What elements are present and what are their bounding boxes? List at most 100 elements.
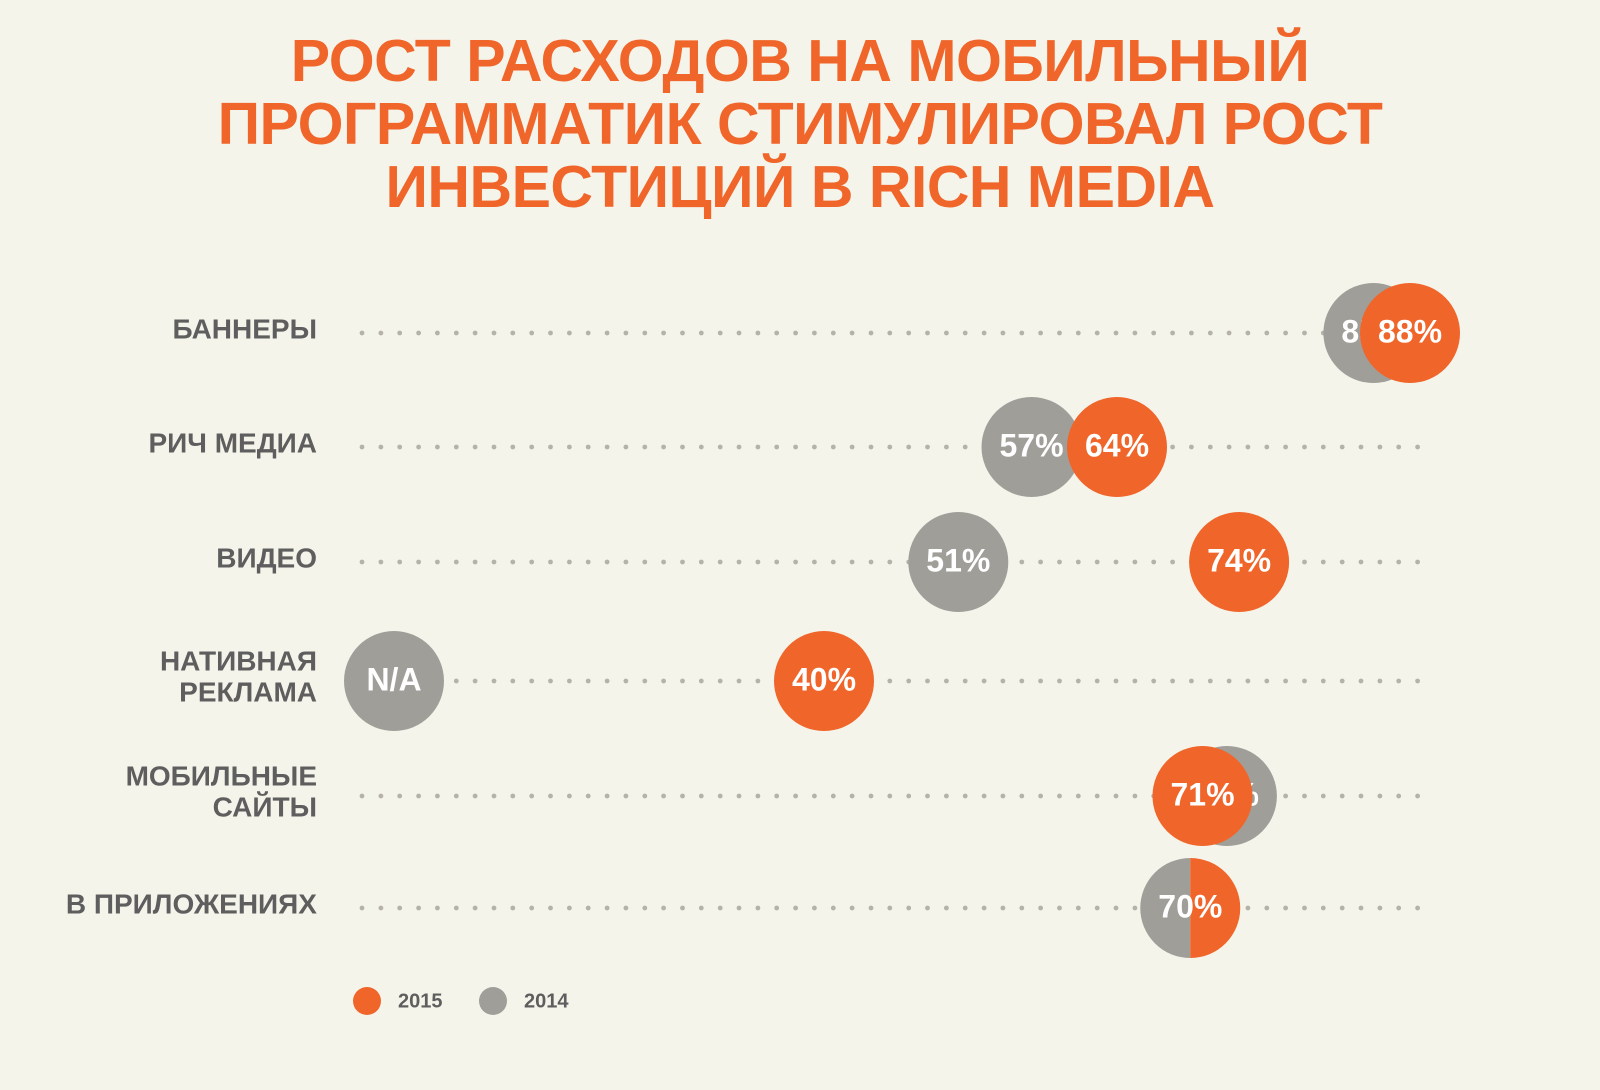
guide-dot	[491, 905, 497, 911]
guide-dot	[812, 559, 817, 565]
guide-dot	[435, 330, 440, 336]
guide-dot	[529, 444, 535, 450]
guide-dot	[1245, 678, 1251, 684]
guide-dot	[793, 793, 798, 799]
guide-dot	[378, 905, 384, 911]
guide-dot	[416, 905, 421, 911]
guide-dot	[397, 444, 403, 450]
guide-dot	[698, 678, 704, 684]
guide-dot	[1170, 678, 1175, 684]
guide-dot	[642, 559, 648, 565]
guide-dot	[1000, 793, 1006, 799]
guide-dot	[1151, 678, 1157, 684]
guide-dot	[1226, 444, 1232, 450]
guide-dot	[1245, 330, 1251, 336]
guide-dot	[962, 444, 968, 450]
chart-row: В ПРИЛОЖЕНИЯХ 70%	[66, 858, 1420, 958]
guide-dot	[1358, 444, 1364, 450]
guide-dot	[623, 793, 629, 799]
guide-dot	[906, 678, 912, 684]
guide-dot	[1377, 905, 1383, 911]
guide-dot	[397, 793, 403, 799]
chart-row: РИЧ МЕДИА 57% 64%	[148, 397, 1420, 497]
legend-2014-marker	[479, 987, 507, 1015]
guide-dot	[680, 559, 685, 565]
guide-dot	[1113, 905, 1119, 911]
guide-dot	[887, 793, 893, 799]
guide-dot	[378, 793, 384, 799]
guide-dot	[642, 793, 648, 799]
guide-dot	[1132, 793, 1138, 799]
guide-dot	[604, 793, 610, 799]
guide-dot	[1264, 444, 1270, 450]
guide-dot	[510, 559, 516, 565]
guide-dot	[944, 444, 949, 450]
series-2014-bubble	[1140, 858, 1191, 958]
guide-dot	[1264, 678, 1270, 684]
series-2015-value-label: 64%	[1085, 427, 1149, 463]
legend-2015-marker	[353, 987, 381, 1015]
series-2015-value-label: 88%	[1378, 313, 1442, 349]
guide-dot	[642, 678, 648, 684]
guide-dot	[453, 793, 459, 799]
series-2015-value-label: 74%	[1207, 542, 1271, 578]
guide-dot	[623, 330, 629, 336]
guide-dot	[435, 793, 440, 799]
guide-dot	[1264, 905, 1270, 911]
legend-2015-label: 2015	[398, 990, 443, 1012]
guide-dot	[1302, 905, 1307, 911]
guide-dot	[736, 444, 742, 450]
guide-dot	[1396, 444, 1402, 450]
guide-dot	[472, 905, 478, 911]
guide-dot	[585, 678, 591, 684]
guide-dot	[717, 559, 723, 565]
guide-dot	[962, 905, 968, 911]
guide-dot	[567, 793, 572, 799]
guide-dot	[1038, 559, 1043, 565]
guide-dot	[397, 330, 403, 336]
guide-dot	[567, 444, 572, 450]
guide-dot	[698, 444, 704, 450]
guide-dot	[944, 793, 949, 799]
guide-dot	[736, 330, 742, 336]
guide-dot	[1339, 793, 1345, 799]
guide-dot	[774, 559, 780, 565]
guide-dot	[812, 793, 817, 799]
guide-dot	[529, 905, 535, 911]
guide-dot	[1245, 444, 1251, 450]
guide-dot	[416, 559, 421, 565]
series-2015-value-label: 40%	[792, 661, 856, 697]
guide-dot	[435, 444, 440, 450]
guide-dot	[585, 330, 591, 336]
shared-value-label: 70%	[1158, 888, 1222, 924]
category-label: САЙТЫ	[213, 790, 317, 822]
guide-dot	[830, 905, 836, 911]
guide-dot	[1057, 559, 1062, 565]
guide-dot	[604, 330, 610, 336]
guide-dot	[1075, 793, 1081, 799]
category-label: МОБИЛЬНЫЕ	[126, 760, 317, 791]
guide-dot	[1000, 330, 1006, 336]
guide-dot	[548, 559, 553, 565]
guide-dot	[774, 444, 780, 450]
guide-dot	[1113, 559, 1119, 565]
guide-dot	[642, 905, 648, 911]
guide-dot	[698, 793, 704, 799]
guide-dot	[830, 793, 836, 799]
guide-dot	[397, 905, 403, 911]
guide-dot	[623, 678, 629, 684]
guide-dot	[510, 905, 516, 911]
chart-title-line-3: ИНВЕСТИЦИЙ В RICH MEDIA	[385, 154, 1215, 220]
guide-dot	[585, 905, 591, 911]
guide-dot	[1094, 905, 1100, 911]
guide-dot	[698, 559, 704, 565]
guide-dot	[1358, 905, 1364, 911]
series-2015-bubble	[1067, 397, 1167, 497]
guide-dot	[491, 330, 497, 336]
series-2014-bubble	[981, 397, 1082, 497]
guide-dot	[1019, 793, 1025, 799]
guide-dot	[755, 793, 761, 799]
guide-dot	[604, 559, 610, 565]
category-label: БАННЕРЫ	[173, 313, 317, 344]
